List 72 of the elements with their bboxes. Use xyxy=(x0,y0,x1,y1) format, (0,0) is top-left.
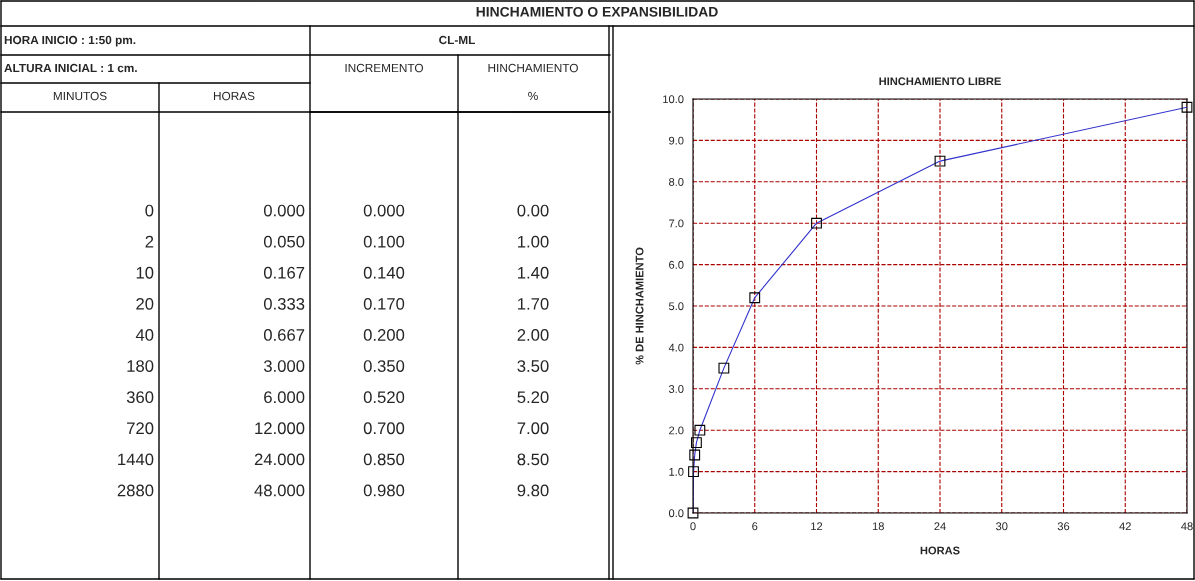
text: 2880 xyxy=(117,484,154,497)
text: 0.520 xyxy=(363,391,405,404)
text: 9.80 xyxy=(517,484,549,497)
text: 0.700 xyxy=(363,422,405,435)
text: 0.170 xyxy=(363,297,405,310)
text: 0.667 xyxy=(263,329,305,341)
text: 0.200 xyxy=(363,329,405,341)
text: 0.333 xyxy=(263,297,305,310)
text: 0.000 xyxy=(263,204,305,217)
text: 1.00 xyxy=(518,235,549,248)
text: INCREMENTO xyxy=(345,63,424,73)
text: 10 xyxy=(136,266,154,279)
text: 1.40 xyxy=(518,266,549,279)
x-tick-label: 24 xyxy=(934,522,946,531)
text: MINUTOS xyxy=(53,91,107,101)
y-tick-label: 2.0 xyxy=(669,426,684,435)
y-tick-label: 0.0 xyxy=(668,509,684,518)
text: 12.000 xyxy=(255,422,305,435)
text: 2.00 xyxy=(517,329,549,341)
x-axis-title: HORAS xyxy=(920,546,960,555)
x-tick-label: 36 xyxy=(1057,522,1070,531)
x-tick-label: 0 xyxy=(690,522,696,531)
text: 0.850 xyxy=(363,453,405,466)
text: 720 xyxy=(127,422,154,435)
text: 6.000 xyxy=(264,391,305,404)
text: HORA INICIO : 1:50 pm. xyxy=(4,35,136,47)
text: 0.000 xyxy=(363,204,405,217)
y-axis-title: % DE HINCHAMIENTO xyxy=(635,247,644,365)
text: 3.000 xyxy=(263,360,305,372)
x-tick-label: 30 xyxy=(995,522,1008,531)
text: 0.140 xyxy=(363,266,405,279)
text: 5.20 xyxy=(517,391,549,404)
text: HORAS xyxy=(213,91,255,101)
y-tick-label: 5.0 xyxy=(668,302,684,311)
text: 8.50 xyxy=(517,453,549,466)
text: 48.000 xyxy=(254,484,305,497)
chart-title: HINCHAMIENTO O EXPANSIBILIDAD xyxy=(476,6,718,17)
text: 0.100 xyxy=(363,235,405,248)
y-tick-label: 8.0 xyxy=(669,178,684,186)
text: 180 xyxy=(127,360,154,372)
y-tick-label: 7.0 xyxy=(669,219,684,228)
y-tick-label: 9.0 xyxy=(669,136,684,145)
x-tick-label: 18 xyxy=(872,522,884,531)
y-tick-label: 10.0 xyxy=(663,95,684,104)
text: 0 xyxy=(145,204,154,217)
text: 0.050 xyxy=(263,235,305,248)
y-tick-label: 4.0 xyxy=(668,343,684,352)
text: 0.350 xyxy=(363,360,405,372)
y-tick-label: 1.0 xyxy=(669,467,684,476)
x-tick-label: 48 xyxy=(1181,522,1193,531)
text: 3.50 xyxy=(517,360,549,372)
x-tick-label: 42 xyxy=(1119,522,1131,531)
text: HINCHAMIENTO xyxy=(488,63,578,73)
text: 2 xyxy=(145,235,154,248)
text: 360 xyxy=(126,391,154,404)
text: 0.167 xyxy=(263,266,305,279)
text: 0.00 xyxy=(517,204,549,217)
y-tick-label: 3.0 xyxy=(668,385,684,393)
text: CL-ML xyxy=(439,35,475,45)
text: 0.980 xyxy=(363,484,405,497)
text: 40 xyxy=(135,329,154,341)
chart-subtitle: HINCHAMIENTO LIBRE xyxy=(879,77,1001,86)
text: 20 xyxy=(136,297,154,310)
text: 24.000 xyxy=(254,453,305,466)
text: % xyxy=(528,91,538,101)
text: 7.00 xyxy=(517,422,549,435)
y-tick-label: 6.0 xyxy=(669,260,684,269)
text: 1.70 xyxy=(518,297,549,310)
x-tick-label: 12 xyxy=(811,522,823,531)
x-tick-label: 6 xyxy=(752,522,758,531)
text: ALTURA INICIAL : 1 cm. xyxy=(4,63,137,73)
text: 1440 xyxy=(118,453,154,466)
